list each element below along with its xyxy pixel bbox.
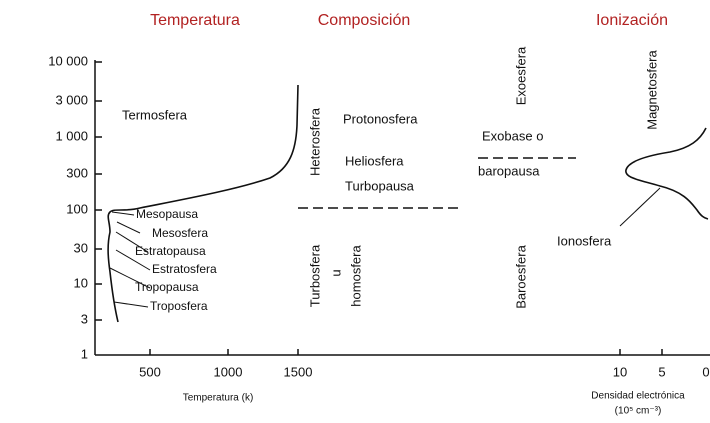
tick-label: 3 [81,311,88,326]
tick-label: 30 [74,240,88,255]
layer-labels: Mesopausa Mesosfera Estratopausa Estrato… [135,207,217,313]
tick-label: 10 [613,364,627,379]
label: Ionosfera [557,233,612,248]
label: homosfera [348,245,363,307]
label: Tropopausa [135,280,199,294]
tick-label: 1000 [214,364,243,379]
tick-label: 10 000 [48,53,88,68]
label: baropausa [478,163,540,178]
tick-label: 300 [66,165,88,180]
tick-label: 5 [658,364,665,379]
tick-label: 100 [66,201,88,216]
temperature-curve [107,84,299,323]
label: Mesopausa [136,207,198,221]
label: Heterosfera [307,107,322,176]
altitude-ticks: 10 000 3 000 1 000 300 100 30 10 3 1 [48,53,88,361]
axis-label: (10⁵ cm⁻³) [615,406,662,417]
arrows [109,187,661,308]
tick-label: 0 [702,364,709,379]
label: Magnetosfera [644,49,659,129]
tick-label: 500 [139,364,161,379]
label: Termosfera [122,107,188,122]
label: Exobase o [482,128,543,143]
title: Composición [318,12,410,29]
label: Mesosfera [152,226,208,240]
label: Exoesfera [513,46,528,105]
tick-label: 1500 [284,364,313,379]
tick-label: 10 [74,275,88,290]
title: Ionización [596,12,668,29]
tick-label: 1 [81,346,88,361]
axes [94,60,710,356]
label: Estratopausa [135,244,206,258]
x-ticks: 500 1000 1500 Temperatura (k) 10 5 0 Den… [139,364,709,416]
label: Turbosfera [307,244,322,307]
density-curve [625,127,709,220]
label: Estratosfera [152,262,217,276]
label: u [328,269,343,276]
label: Protonosfera [343,111,418,126]
tick-label: 1 000 [55,128,88,143]
axis-label: Temperatura (k) [183,393,254,404]
label: Troposfera [150,299,208,313]
label: Heliosfera [345,153,404,168]
label: Baroesfera [513,244,528,308]
tick-label: 3 000 [55,92,88,107]
axis-label: Densidad electrónica [591,391,685,402]
label: Turbopausa [345,178,415,193]
title: Temperatura [150,12,240,29]
